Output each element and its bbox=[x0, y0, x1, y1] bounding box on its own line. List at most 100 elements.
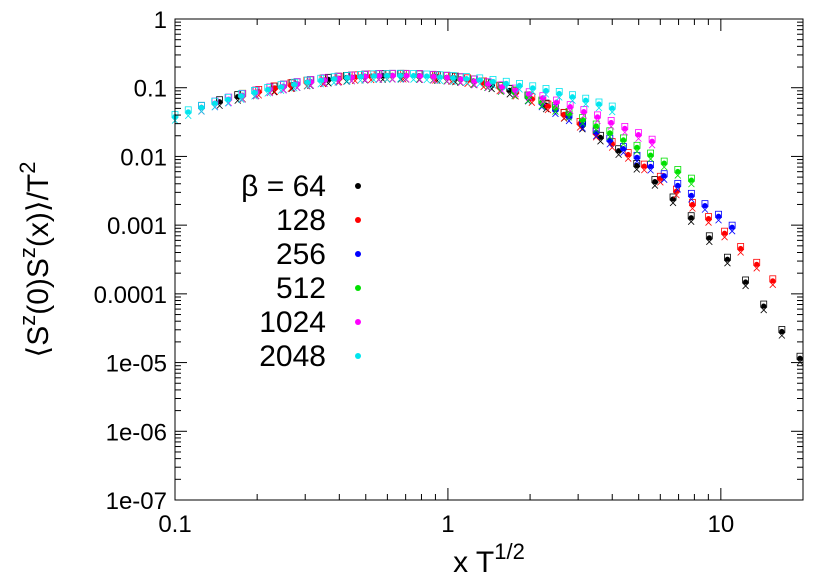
data-point-cross-256 bbox=[552, 110, 559, 118]
cross-stroke bbox=[633, 158, 641, 165]
data-point-square-2048 bbox=[396, 69, 404, 77]
data-point-square-2048 bbox=[423, 70, 431, 78]
cross-stroke bbox=[633, 166, 641, 173]
cross-stroke bbox=[555, 94, 563, 101]
legend-label: 1024 bbox=[259, 306, 326, 339]
cross-stroke bbox=[488, 85, 495, 93]
legend-marker bbox=[355, 251, 361, 257]
data-point-square-2048 bbox=[569, 91, 576, 99]
data-point-cross-128 bbox=[705, 219, 712, 226]
data-point-square-1024 bbox=[566, 101, 574, 109]
data-point-square-1024 bbox=[416, 70, 424, 78]
data-point-square-1024 bbox=[635, 129, 642, 137]
cross-stroke bbox=[403, 76, 410, 83]
data-point-square-1024 bbox=[553, 96, 560, 104]
cross-stroke bbox=[595, 104, 603, 112]
y-tick-label: 0.01 bbox=[120, 144, 167, 171]
data-point-cross-512 bbox=[620, 140, 627, 148]
data-point-cross-512 bbox=[647, 155, 654, 163]
data-point-cross-512 bbox=[579, 120, 586, 127]
data-point-cross-2048 bbox=[357, 77, 364, 84]
cross-stroke bbox=[538, 103, 546, 111]
cross-stroke bbox=[760, 306, 768, 314]
data-point-square-2048 bbox=[410, 70, 417, 77]
cross-stroke bbox=[184, 112, 192, 120]
cross-stroke bbox=[778, 332, 786, 339]
cross-stroke bbox=[502, 84, 510, 91]
data-point-cross-1024 bbox=[389, 76, 396, 83]
data-point-square-2048 bbox=[555, 88, 563, 95]
cross-stroke bbox=[753, 265, 761, 272]
data-point-cross-2048 bbox=[476, 80, 484, 88]
x-axis-title-sup: 1/2 bbox=[494, 539, 525, 564]
data-point-cross-2048 bbox=[317, 80, 325, 88]
data-point-square-2048 bbox=[529, 82, 537, 90]
data-point-square-64 bbox=[724, 253, 731, 261]
cross-stroke bbox=[357, 77, 364, 84]
cross-stroke bbox=[512, 90, 519, 98]
data-point-cross-2048 bbox=[304, 82, 311, 90]
cross-stroke bbox=[640, 166, 648, 174]
data-point-cross-256 bbox=[647, 167, 654, 174]
cross-stroke bbox=[430, 77, 437, 84]
cross-stroke bbox=[651, 182, 659, 189]
data-point-square-256 bbox=[728, 221, 736, 229]
data-point-cross-1024 bbox=[635, 135, 642, 142]
y-tick-label: 1e-06 bbox=[106, 419, 167, 446]
data-point-cross-128 bbox=[721, 233, 728, 241]
cross-stroke bbox=[606, 133, 614, 141]
axis-ticks bbox=[174, 18, 804, 501]
data-point-cross-2048 bbox=[423, 76, 431, 84]
data-point-cross-1024 bbox=[594, 117, 601, 125]
legend-marker bbox=[355, 353, 361, 359]
data-point-square-2048 bbox=[542, 85, 550, 92]
data-point-square-2048 bbox=[290, 78, 298, 86]
data-point-cross-2048 bbox=[595, 104, 603, 112]
cross-stroke bbox=[674, 172, 682, 179]
cross-stroke bbox=[237, 96, 245, 103]
data-point-cross-512 bbox=[633, 148, 641, 155]
data-point-square-1024 bbox=[361, 70, 369, 78]
data-point-cross-512 bbox=[538, 102, 546, 110]
y-tick-label: 0.1 bbox=[134, 76, 167, 103]
data-point-cross-128 bbox=[624, 155, 632, 162]
data-point-square-64 bbox=[705, 232, 713, 240]
data-point-square-128 bbox=[737, 243, 745, 250]
cross-stroke bbox=[443, 78, 451, 85]
data-point-square-2048 bbox=[582, 94, 590, 102]
data-point-cross-1024 bbox=[566, 107, 574, 114]
cross-stroke bbox=[689, 205, 696, 212]
cross-stroke bbox=[660, 163, 668, 171]
data-point-square-256 bbox=[701, 200, 709, 208]
data-point-square-1024 bbox=[457, 73, 465, 81]
data-point-cross-1024 bbox=[498, 87, 506, 95]
cross-stroke bbox=[457, 79, 465, 87]
y-tick-label: 1 bbox=[154, 7, 167, 34]
cross-stroke bbox=[370, 76, 378, 84]
data-point-square-2048 bbox=[476, 74, 484, 82]
data-point-cross-512 bbox=[565, 114, 573, 121]
data-point-cross-2048 bbox=[396, 76, 404, 83]
cross-stroke bbox=[335, 78, 343, 86]
data-point-cross-2048 bbox=[198, 108, 205, 115]
cross-stroke bbox=[449, 78, 457, 85]
cross-stroke bbox=[592, 133, 600, 141]
y-axis-title-part-2: (0)S bbox=[22, 258, 55, 315]
data-point-cross-256 bbox=[728, 227, 736, 235]
data-point-cross-2048 bbox=[224, 100, 232, 107]
y-tick-label: 1e-05 bbox=[106, 351, 167, 378]
data-point-cross-1024 bbox=[525, 94, 533, 102]
cross-stroke bbox=[375, 76, 383, 83]
data-point-cross-128 bbox=[689, 205, 696, 212]
data-point-cross-1024 bbox=[621, 129, 629, 136]
cross-stroke bbox=[687, 218, 695, 225]
data-point-cross-64 bbox=[706, 238, 713, 246]
cross-stroke bbox=[582, 100, 590, 108]
data-point-cross-2048 bbox=[184, 112, 192, 120]
cross-stroke bbox=[525, 94, 533, 102]
data-point-cross-1024 bbox=[648, 141, 656, 149]
data-point-cross-2048 bbox=[264, 90, 272, 97]
data-point-square-2048 bbox=[449, 72, 457, 79]
legend-marker bbox=[355, 183, 361, 189]
